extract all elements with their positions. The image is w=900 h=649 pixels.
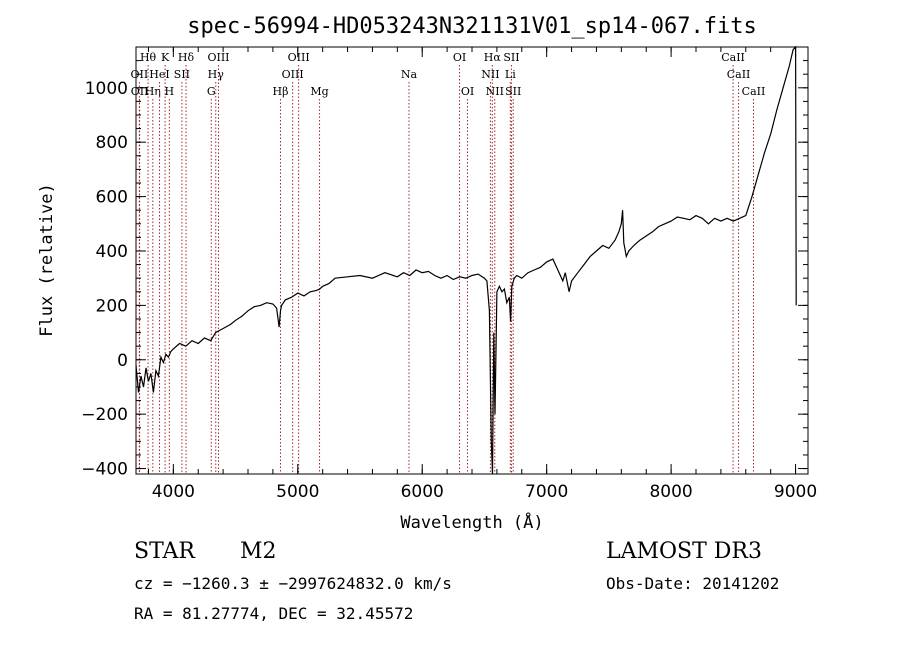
y-tick-label: 400: [96, 242, 128, 262]
marker-label: Hα: [484, 51, 502, 64]
marker-label: CaII: [721, 51, 745, 64]
x-axis-label: Wavelength (Å): [400, 511, 543, 533]
class-label: STAR: [134, 539, 196, 564]
marker-label: Na: [401, 68, 418, 81]
y-tick-label: 800: [96, 133, 128, 153]
plot-frame: [135, 46, 809, 475]
marker-label: Mg: [310, 85, 328, 98]
marker-label: OIII: [282, 68, 304, 81]
spectrum-line: [135, 45, 797, 475]
marker-label: Hγ: [208, 68, 225, 81]
marker-label: H: [165, 85, 175, 98]
marker-label: OI: [453, 51, 466, 64]
marker-label: HeI: [149, 68, 169, 81]
y-tick-label: −200: [81, 405, 128, 425]
y-tick-label: 1000: [85, 79, 128, 99]
marker-label: SII: [174, 68, 190, 81]
marker-label: Li: [505, 68, 516, 81]
chart-title: spec-56994-HD053243N321131V01_sp14-067.f…: [187, 14, 757, 39]
marker-label: Hη: [145, 85, 161, 98]
x-tick-label: 6000: [401, 482, 444, 502]
marker-label: Hβ: [273, 85, 289, 98]
marker-label: G: [207, 85, 216, 98]
marker-label: K: [161, 51, 170, 64]
marker-label: OI: [461, 85, 474, 98]
survey-label: LAMOST DR3: [606, 539, 762, 564]
axis-ticks: 4000 5000 6000 7000 8000 9000 −400 −200 0 200 400 6…: [81, 46, 817, 502]
marker-label: NII: [481, 68, 499, 81]
cz-line: cz = −1260.3 ± −2997624832.0 km/s: [134, 574, 452, 593]
x-tick-label: 5000: [276, 482, 319, 502]
marker-label: SII: [505, 85, 521, 98]
marker-label: Hδ: [178, 51, 195, 64]
x-tick-label: 9000: [774, 482, 817, 502]
marker-label: CaII: [742, 85, 766, 98]
marker-label: SII: [503, 51, 519, 64]
y-tick-label: 0: [117, 351, 128, 371]
marker-label: OIII: [288, 51, 310, 64]
marker-label: OIII: [207, 51, 229, 64]
y-tick-label: −400: [81, 460, 128, 480]
marker-label: NII: [486, 85, 504, 98]
obs-date: Obs-Date: 20141202: [606, 574, 779, 593]
marker-label: CaII: [727, 68, 751, 81]
x-tick-label: 8000: [649, 482, 692, 502]
coords-line: RA = 81.27774, DEC = 32.45572: [134, 604, 413, 623]
y-tick-label: 600: [96, 188, 128, 208]
marker-label: Hθ: [140, 51, 157, 64]
x-tick-label: 7000: [525, 482, 568, 502]
x-tick-label: 4000: [152, 482, 195, 502]
subclass-label: M2: [240, 539, 277, 564]
y-tick-label: 200: [96, 296, 128, 316]
y-axis-label: Flux (relative): [37, 183, 57, 337]
